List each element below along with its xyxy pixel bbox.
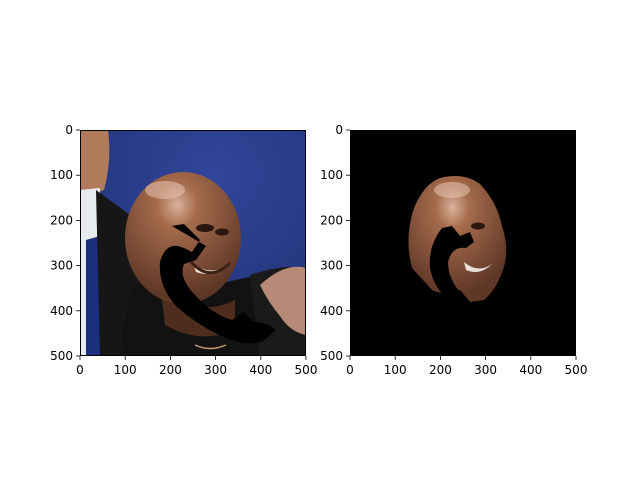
masked-face-y-tick-label: 200	[320, 213, 343, 227]
masked-face-y-tick-label: 500	[320, 349, 343, 363]
masked-face-x-tick-label: 200	[429, 363, 452, 377]
masked-face-x-tick-label: 500	[565, 363, 588, 377]
original-photo-x-tick-label: 300	[204, 363, 227, 377]
original-photo-image	[80, 130, 306, 356]
masked-face-x-tick-label: 100	[384, 363, 407, 377]
original-photo-x-tick-label: 400	[249, 363, 272, 377]
masked-face-image	[350, 130, 576, 356]
original-photo-y-tick-label: 500	[50, 349, 73, 363]
masked-face-y-tick-label: 0	[335, 123, 343, 137]
original-photo-y-tick-label: 0	[65, 123, 73, 137]
original-photo-y-tick-label: 100	[50, 168, 73, 182]
original-photo-x-tick-label: 500	[295, 363, 318, 377]
original-photo-x-tick-label: 100	[114, 363, 137, 377]
masked-face-y-tick-label: 100	[320, 168, 343, 182]
original-photo-y-tick-label: 400	[50, 304, 73, 318]
original-photo-x-tick-label: 0	[76, 363, 84, 377]
original-photo-y-tick-label: 200	[50, 213, 73, 227]
masked-face-x-tick-label: 0	[346, 363, 354, 377]
original-photo-y-tick-label: 300	[50, 259, 73, 273]
original-photo-panel	[80, 130, 306, 356]
masked-face-x-tick-label: 400	[519, 363, 542, 377]
masked-face-panel	[350, 130, 576, 356]
original-photo-x-tick-label: 200	[159, 363, 182, 377]
masked-face-y-tick-label: 400	[320, 304, 343, 318]
masked-face-y-tick-label: 300	[320, 259, 343, 273]
masked-face-x-tick-label: 300	[474, 363, 497, 377]
